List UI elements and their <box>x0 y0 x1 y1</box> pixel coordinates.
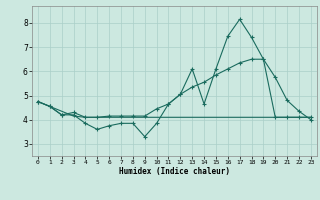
X-axis label: Humidex (Indice chaleur): Humidex (Indice chaleur) <box>119 167 230 176</box>
